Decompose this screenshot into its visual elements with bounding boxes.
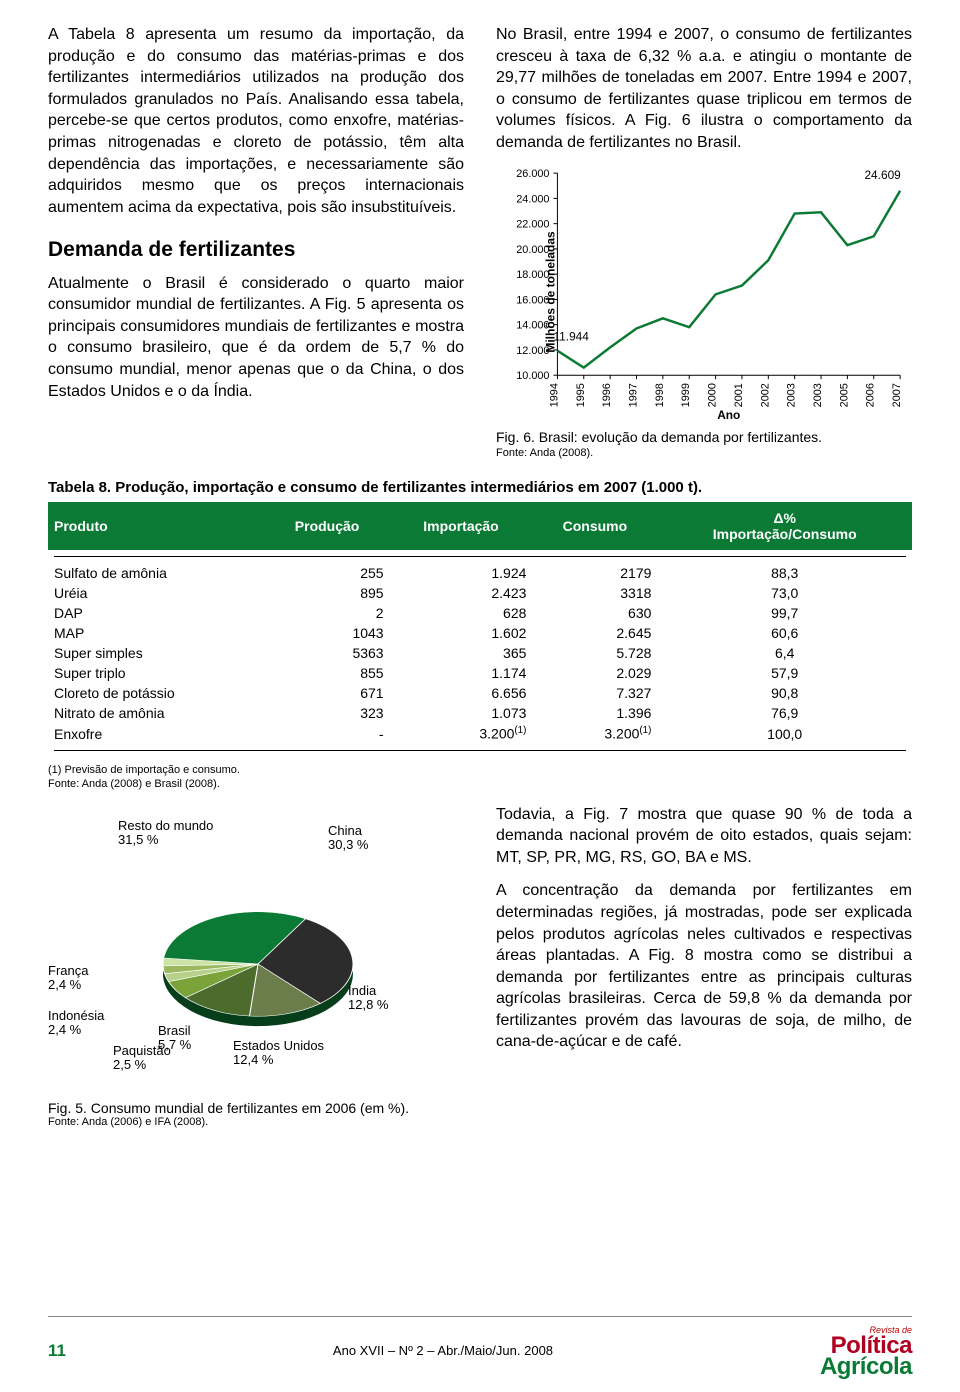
svg-text:2006: 2006 xyxy=(865,383,877,407)
table-row: Nitrato de amônia3231.0731.39676,9 xyxy=(48,703,912,723)
fig6-caption: Fig. 6. Brasil: evolução da demanda por … xyxy=(496,428,912,447)
para-fig7: Todavia, a Fig. 7 mostra que quase 90 % … xyxy=(496,804,912,869)
svg-text:Ano: Ano xyxy=(717,407,740,421)
table8-col-2: Importação xyxy=(390,502,533,550)
pie-label-resto-do-mundo: Resto do mundo31,5 % xyxy=(118,819,213,849)
fig6-source: Fonte: Anda (2008). xyxy=(496,446,912,461)
journal-logo: Revista de Política Agrícola xyxy=(820,1323,912,1378)
svg-text:1996: 1996 xyxy=(601,383,613,407)
table8-col-3: Consumo xyxy=(532,502,657,550)
issue-info: Ano XVII – Nº 2 – Abr./Maio/Jun. 2008 xyxy=(333,1343,553,1358)
pie-label-paquistão: Paquistão2,5 % xyxy=(113,1044,171,1074)
svg-text:2007: 2007 xyxy=(891,383,903,407)
table-row: Uréia8952.423331873,0 xyxy=(48,583,912,603)
table-row: Super simples53633655.7286,4 xyxy=(48,643,912,663)
table8: ProdutoProduçãoImportaçãoConsumoΔ%Import… xyxy=(48,502,912,757)
svg-text:1994: 1994 xyxy=(548,383,560,407)
demanda-paragraph: Atualmente o Brasil é considerado o quar… xyxy=(48,273,464,403)
left-column: A Tabela 8 apresenta um resumo da import… xyxy=(48,24,464,461)
pie-label-índia: Índia12,8 % xyxy=(348,984,388,1014)
table8-title: Tabela 8. Produção, importação e consumo… xyxy=(48,479,912,496)
fig6-ylabel: Milhões de toneladas xyxy=(543,231,559,352)
svg-text:11.944: 11.944 xyxy=(553,329,589,343)
pie-label-estados-unidos: Estados Unidos12,4 % xyxy=(233,1039,324,1069)
svg-text:1997: 1997 xyxy=(627,383,639,407)
svg-text:22.000: 22.000 xyxy=(516,218,549,230)
page-footer: 11 Ano XVII – Nº 2 – Abr./Maio/Jun. 2008… xyxy=(48,1316,912,1378)
para-fig8: A concentração da demanda por fertilizan… xyxy=(496,880,912,1053)
fig5-pie-chart: China30,3 % Índia12,8 % Estados Unidos12,4… xyxy=(48,814,464,1094)
svg-text:10.000: 10.000 xyxy=(516,370,549,382)
svg-text:1998: 1998 xyxy=(654,383,666,407)
pie-label-frança: França2,4 % xyxy=(48,964,88,994)
fig5-caption: Fig. 5. Consumo mundial de fertilizantes… xyxy=(48,1100,464,1116)
fig5-source: Fonte: Anda (2006) e IFA (2008). xyxy=(48,1116,464,1128)
svg-text:24.000: 24.000 xyxy=(516,193,549,205)
table8-col-4: Δ%Importação/Consumo xyxy=(657,502,912,550)
page-number: 11 xyxy=(48,1341,66,1361)
svg-text:2000: 2000 xyxy=(707,383,719,407)
right-column: No Brasil, entre 1994 e 2007, o consumo … xyxy=(496,24,912,461)
svg-text:2001: 2001 xyxy=(733,383,745,407)
table-row: DAP262863099,7 xyxy=(48,603,912,623)
svg-text:2003: 2003 xyxy=(812,383,824,407)
table-row: Sulfato de amônia2551.924217988,3 xyxy=(48,563,912,583)
svg-text:24.609: 24.609 xyxy=(864,167,901,181)
svg-text:1995: 1995 xyxy=(575,383,587,407)
table-row: Enxofre-3.200(1)3.200(1)100,0 xyxy=(48,723,912,744)
table-row: Cloreto de potássio6716.6567.32790,8 xyxy=(48,683,912,703)
svg-text:1999: 1999 xyxy=(680,383,692,407)
section-heading-demanda: Demanda de fertilizantes xyxy=(48,236,464,264)
pie-label-indonésia: Indonésia2,4 % xyxy=(48,1009,104,1039)
svg-text:2003: 2003 xyxy=(786,383,798,407)
table-row: Super triplo8551.1742.02957,9 xyxy=(48,663,912,683)
table-row: MAP10431.6022.64560,6 xyxy=(48,623,912,643)
fig5-area: China30,3 % Índia12,8 % Estados Unidos12,4… xyxy=(48,804,464,1128)
table8-col-1: Produção xyxy=(265,502,390,550)
table8-footnotes: (1) Previsão de importação e consumo. Fo… xyxy=(48,763,912,792)
table8-col-0: Produto xyxy=(48,502,265,550)
bottom-right-text: Todavia, a Fig. 7 mostra que quase 90 % … xyxy=(496,804,912,1128)
svg-text:2005: 2005 xyxy=(838,383,850,407)
fig6-line-chart: Milhões de toneladas 10.00012.00014.0001… xyxy=(496,162,912,422)
svg-text:26.000: 26.000 xyxy=(516,168,549,180)
svg-text:2002: 2002 xyxy=(759,383,771,407)
intro-paragraph: A Tabela 8 apresenta um resumo da import… xyxy=(48,24,464,218)
pie-label-china: China30,3 % xyxy=(328,824,368,854)
right-paragraph: No Brasil, entre 1994 e 2007, o consumo … xyxy=(496,24,912,154)
